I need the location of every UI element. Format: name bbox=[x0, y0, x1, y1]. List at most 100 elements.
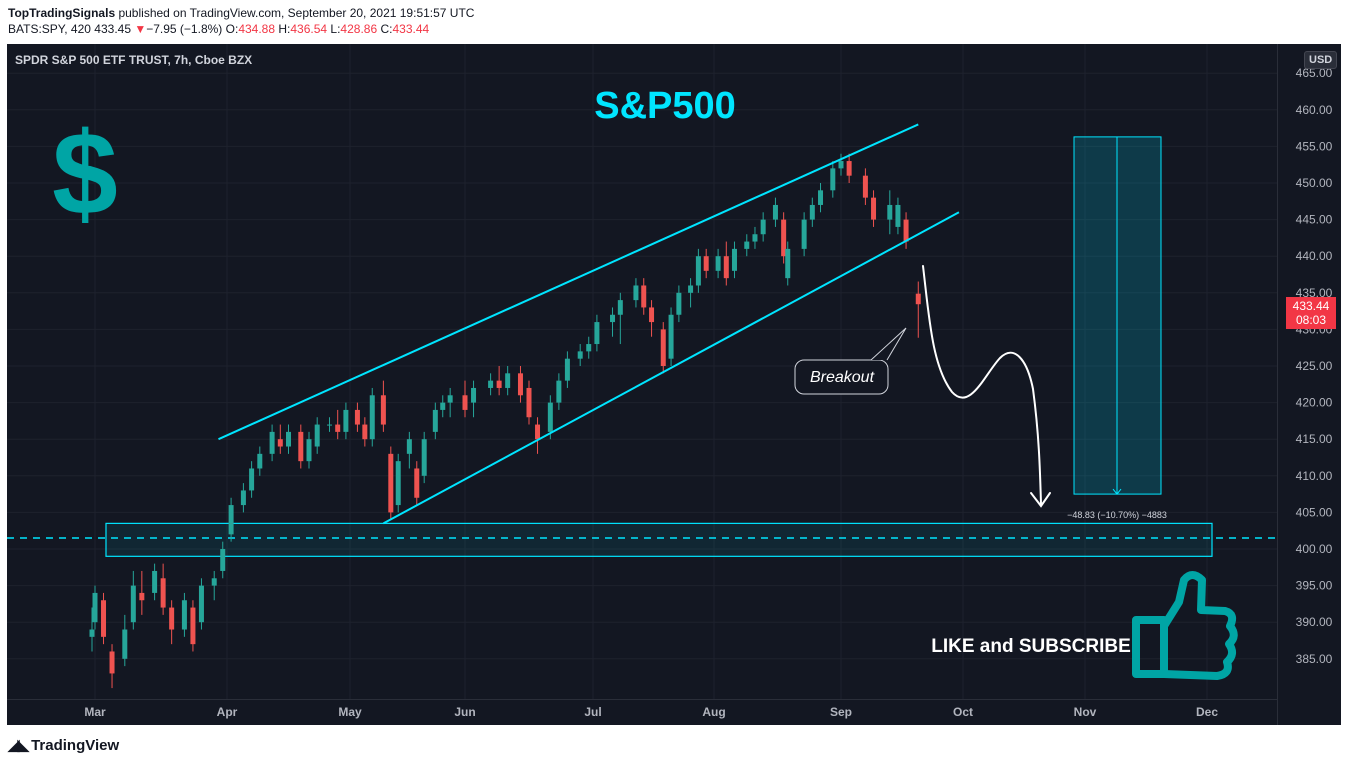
candle-body bbox=[92, 592, 98, 623]
time-axis-label: Mar bbox=[84, 705, 106, 719]
candle-body bbox=[432, 409, 438, 432]
tradingview-logo-icon: ◢◣ bbox=[8, 737, 29, 754]
price-axis-label: 400.00 bbox=[1296, 542, 1333, 556]
candle-body bbox=[277, 439, 283, 447]
high-label: H: bbox=[278, 22, 291, 36]
currency-button[interactable]: USD bbox=[1304, 51, 1338, 69]
candle-body bbox=[447, 395, 453, 403]
price-axis-label: 455.00 bbox=[1296, 139, 1333, 153]
candle-body bbox=[211, 578, 217, 586]
price-axis-label: 440.00 bbox=[1296, 249, 1333, 263]
candle-body bbox=[688, 285, 694, 293]
last-price: 433.45 bbox=[94, 22, 131, 36]
candle-body bbox=[703, 256, 709, 271]
open-label: O: bbox=[225, 22, 239, 36]
price-tag-value: 433.44 bbox=[1293, 299, 1330, 313]
candle-body bbox=[818, 190, 824, 205]
arrowhead-icon bbox=[1030, 492, 1051, 508]
candle-body bbox=[895, 204, 901, 227]
candle-body bbox=[744, 241, 750, 249]
last-price-tag: 433.44 08:03 bbox=[1286, 297, 1336, 329]
publish-line: TopTradingSignals published on TradingVi… bbox=[8, 6, 474, 20]
time-axis-label: Aug bbox=[702, 705, 725, 719]
candle-body bbox=[286, 431, 291, 447]
measure-label: −48.83 (−10.70%) −4883 bbox=[1067, 510, 1167, 520]
candle-body bbox=[380, 395, 386, 425]
publish-date: published on TradingView.com, September … bbox=[115, 6, 475, 20]
time-axis-label: Jul bbox=[584, 705, 601, 719]
candle-body bbox=[517, 373, 523, 396]
candle-body bbox=[298, 431, 304, 462]
candle-body bbox=[496, 380, 502, 388]
candle-body bbox=[269, 431, 275, 454]
candle-body bbox=[723, 256, 729, 279]
candle-body bbox=[220, 549, 226, 571]
time-axis-label: Sep bbox=[830, 705, 852, 719]
candle-body bbox=[862, 175, 868, 198]
author-name[interactable]: TopTradingSignals bbox=[8, 6, 116, 20]
chart-panel[interactable]: 385.00 390.00 395.00 400.00 405.00 410.00 415.… bbox=[7, 44, 1341, 725]
candle-body bbox=[660, 329, 666, 366]
candle-body bbox=[421, 439, 427, 476]
candle-body bbox=[564, 358, 570, 381]
low-value: 428.86 bbox=[340, 22, 378, 36]
price-axis-label: 395.00 bbox=[1296, 579, 1333, 593]
projection-arrowhead-icon bbox=[1112, 488, 1122, 495]
price-axis-label: 415.00 bbox=[1296, 432, 1333, 446]
candle-body bbox=[249, 468, 255, 491]
projected-path-arrow bbox=[922, 265, 1042, 505]
candle-body bbox=[395, 461, 401, 506]
candle-body bbox=[547, 402, 553, 432]
candle-body bbox=[362, 424, 368, 440]
candle-body bbox=[594, 322, 600, 345]
candle-body bbox=[388, 453, 394, 513]
candle-body bbox=[586, 344, 592, 352]
candle-body bbox=[668, 314, 674, 359]
tradingview-logo[interactable]: ◢◣ TradingView bbox=[8, 736, 119, 755]
candle-body bbox=[649, 307, 655, 323]
candle-body bbox=[887, 204, 893, 220]
candle-body bbox=[327, 424, 332, 426]
thumbs-up-icon[interactable] bbox=[1132, 571, 1238, 680]
price-axis-label: 420.00 bbox=[1296, 396, 1333, 410]
close-value: 433.44 bbox=[392, 22, 430, 36]
candle-body bbox=[89, 629, 95, 637]
time-axis-label: Oct bbox=[953, 705, 973, 719]
candle-body bbox=[526, 387, 532, 418]
candle-body bbox=[354, 409, 360, 425]
open-value: 434.88 bbox=[238, 22, 276, 36]
candle-body bbox=[169, 607, 175, 630]
price-tag-countdown: 08:03 bbox=[1296, 313, 1326, 327]
low-label: L: bbox=[330, 22, 341, 36]
candle-body bbox=[130, 585, 136, 623]
price-axis-label: 435.00 bbox=[1296, 286, 1333, 300]
time-axis-label: Apr bbox=[217, 705, 238, 719]
candle-body bbox=[228, 505, 234, 535]
price-axis-label: 390.00 bbox=[1296, 615, 1333, 629]
candle-body bbox=[406, 439, 412, 454]
candle-body bbox=[139, 592, 145, 601]
change-value: −7.95 (−1.8%) bbox=[146, 22, 223, 36]
dollar-icon: $ bbox=[52, 108, 118, 240]
time-axis-label: Dec bbox=[1196, 705, 1218, 719]
price-axis-label: 425.00 bbox=[1296, 359, 1333, 373]
candle-body bbox=[440, 402, 446, 410]
candle-body bbox=[335, 424, 341, 432]
sp500-title: S&P500 bbox=[594, 85, 736, 127]
candle-body bbox=[641, 285, 647, 308]
candle-body bbox=[915, 293, 921, 305]
price-chart[interactable]: 385.00 390.00 395.00 400.00 405.00 410.00 415.… bbox=[7, 44, 1341, 725]
candle-body bbox=[633, 285, 639, 301]
price-axis-label: 385.00 bbox=[1296, 652, 1333, 666]
breakout-callout bbox=[794, 359, 889, 395]
like-subscribe-text[interactable]: LIKE and SUBSCRIBE bbox=[931, 636, 1131, 657]
candle-body bbox=[240, 490, 246, 506]
ohlc-line: BATS:SPY, 420 433.45 ▼−7.95 (−1.8%) O:43… bbox=[8, 22, 429, 36]
support-zone bbox=[105, 522, 1213, 557]
price-axis-label: 410.00 bbox=[1296, 469, 1333, 483]
candle-body bbox=[809, 204, 815, 220]
candle-body bbox=[109, 651, 115, 674]
ticker-label: BATS:SPY, 420 bbox=[8, 22, 91, 36]
candle-body bbox=[198, 585, 204, 623]
candle-body bbox=[715, 256, 721, 271]
